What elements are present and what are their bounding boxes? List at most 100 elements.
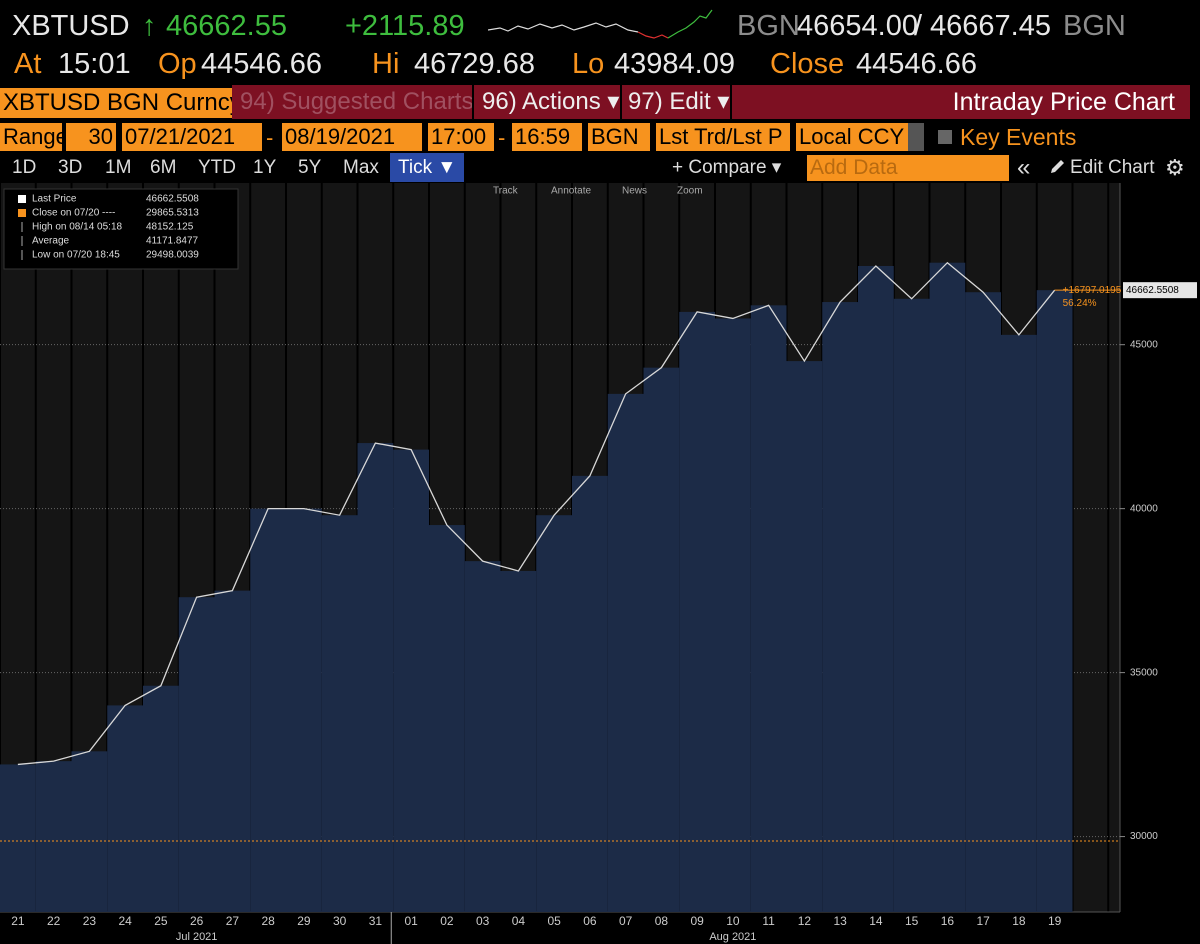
x-tick-label: 28 xyxy=(261,914,275,928)
label: Hi xyxy=(372,48,400,80)
source[interactable]: BGN xyxy=(588,123,650,151)
bar xyxy=(1001,334,1037,912)
menu-item[interactable]: 96) Actions ▾ xyxy=(482,88,620,115)
collapse[interactable]: « xyxy=(1017,154,1031,181)
x-tick-label: 12 xyxy=(798,914,812,928)
price-line xyxy=(17,261,1056,766)
value: 46729.68 xyxy=(414,48,535,80)
y-tick-label: 35000 xyxy=(1130,667,1158,678)
bar xyxy=(35,761,72,912)
legend-value: 29865.5313 xyxy=(146,208,199,219)
bar xyxy=(607,393,644,912)
chart-tool[interactable]: Track xyxy=(493,186,519,197)
period-button[interactable]: 5Y xyxy=(298,157,322,178)
bar xyxy=(357,443,394,912)
period-button[interactable]: 6M xyxy=(150,157,177,178)
label: Lo xyxy=(572,48,605,80)
end-time[interactable]: 16:59 xyxy=(512,123,582,151)
period-button[interactable]: YTD xyxy=(198,157,236,178)
legend-value: 48152.125 xyxy=(146,222,194,233)
start-date[interactable]: 07/21/2021 xyxy=(122,123,262,151)
price-type[interactable]: Lst Trd/Lst P xyxy=(656,123,790,151)
chart-tool[interactable]: News xyxy=(622,186,647,197)
y-tick-label: 40000 xyxy=(1130,503,1158,514)
add-data[interactable]: Add Data xyxy=(807,155,1009,181)
period-button[interactable]: 3D xyxy=(58,157,83,178)
value: 44546.66 xyxy=(856,48,977,80)
change-label: +16797.0195 xyxy=(1063,285,1122,296)
end-date[interactable]: 08/19/2021 xyxy=(282,123,422,151)
label: At xyxy=(14,48,42,80)
period-button[interactable]: Tick ▼ xyxy=(390,153,465,182)
dropdown[interactable] xyxy=(908,123,924,151)
x-tick-label: 15 xyxy=(905,914,919,928)
currency[interactable]: Local CCY xyxy=(796,123,908,151)
legend-swatch xyxy=(18,209,26,217)
bar xyxy=(286,508,322,912)
x-tick-label: 24 xyxy=(118,914,132,928)
x-tick-label: 07 xyxy=(619,914,633,928)
legend-label: Average xyxy=(32,236,70,247)
bar xyxy=(464,561,501,912)
bar xyxy=(500,570,537,912)
menu-item[interactable]: 94) Suggested Charts xyxy=(240,88,474,115)
x-tick-label: 08 xyxy=(655,914,669,928)
up-arrow: ↑ xyxy=(142,10,157,42)
ask-source: BGN xyxy=(1063,10,1126,42)
x-tick-label: 10 xyxy=(726,914,740,928)
period-button[interactable]: 1D xyxy=(12,157,37,178)
legend-box xyxy=(3,188,239,270)
month-label: Jul 2021 xyxy=(176,931,218,943)
chart-tool[interactable]: Annotate xyxy=(551,186,591,197)
last-price-label: 46662.5508 xyxy=(1126,285,1179,296)
compare[interactable]: + Compare ▾ xyxy=(672,157,782,178)
bar xyxy=(858,265,894,912)
x-tick-label: 30 xyxy=(333,914,347,928)
divider xyxy=(472,85,474,119)
key-events[interactable]: Key Events xyxy=(960,124,1077,150)
security[interactable]: XBTUSD BGN Curncy xyxy=(0,88,232,118)
bar xyxy=(750,305,787,912)
period-button[interactable]: Max xyxy=(343,157,379,178)
dash: - xyxy=(266,125,274,150)
legend-value: 29498.0039 xyxy=(146,250,199,261)
period-button[interactable]: 1Y xyxy=(253,157,277,178)
x-tick-label: 18 xyxy=(1012,914,1026,928)
range-days[interactable]: 30 xyxy=(66,123,116,151)
menu-bar xyxy=(232,85,1190,119)
day-column xyxy=(1109,183,1120,912)
bar xyxy=(929,262,966,912)
change: +2115.89 xyxy=(345,10,465,42)
x-tick-label: 01 xyxy=(404,914,418,928)
bar xyxy=(715,318,751,912)
legend-swatch xyxy=(18,195,26,203)
x-tick-label: 16 xyxy=(941,914,955,928)
start-time[interactable]: 17:00 xyxy=(428,123,494,151)
checkbox[interactable] xyxy=(938,130,952,144)
legend-label: Low on 07/20 18:45 xyxy=(32,250,120,261)
divider xyxy=(620,85,622,119)
value: 15:01 xyxy=(58,48,131,80)
bar xyxy=(965,292,1001,913)
bar xyxy=(178,597,215,912)
edit-chart[interactable]: Edit Chart xyxy=(1070,157,1155,178)
x-tick-label: 02 xyxy=(440,914,454,928)
bar xyxy=(321,515,358,912)
x-tick-label: 21 xyxy=(11,914,25,928)
x-tick-label: 06 xyxy=(583,914,597,928)
legend-label: Close on 07/20 ---- xyxy=(32,208,115,219)
screen-title: Intraday Price Chart xyxy=(952,88,1175,116)
bar xyxy=(214,590,251,912)
bar xyxy=(107,705,143,912)
chart-tool[interactable]: Zoom xyxy=(677,186,703,197)
separator: / xyxy=(914,10,923,42)
x-tick-label: 22 xyxy=(47,914,61,928)
menu-item[interactable]: 97) Edit ▾ xyxy=(628,88,730,115)
period-button[interactable]: 1M xyxy=(105,157,132,178)
ask: 46667.45 xyxy=(930,10,1051,42)
bar xyxy=(71,751,108,912)
settings[interactable]: ⚙ xyxy=(1165,155,1185,180)
x-tick-label: 26 xyxy=(190,914,204,928)
x-tick-label: 13 xyxy=(833,914,847,928)
bar xyxy=(893,298,930,912)
